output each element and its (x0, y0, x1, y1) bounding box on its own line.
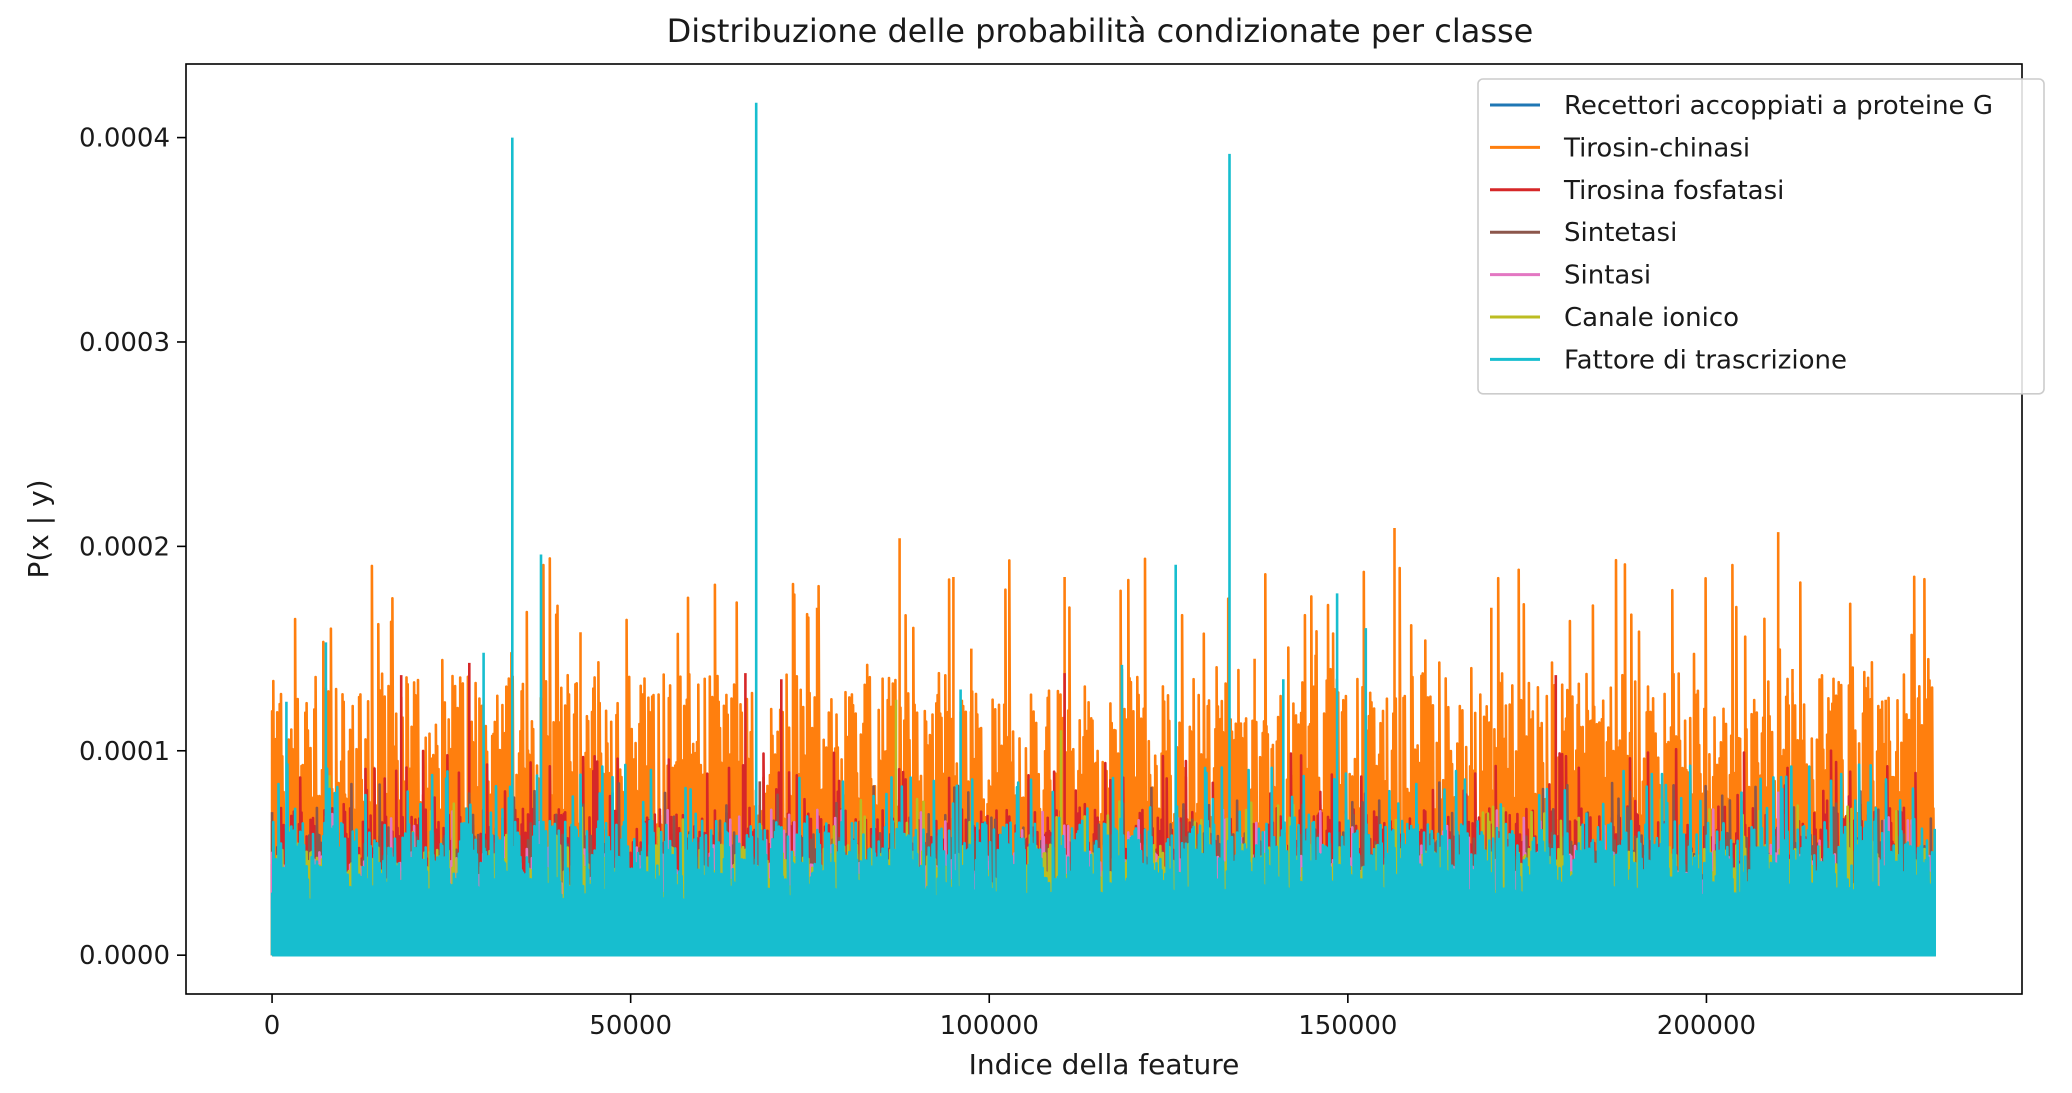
legend-label: Tirosin-chinasi (1563, 133, 1750, 163)
chart-title: Distribuzione delle probabilità condizio… (667, 12, 1534, 50)
series-lines (270, 102, 1936, 957)
y-tick-label: 0.0000 (79, 941, 170, 971)
x-tick-label: 0 (264, 1011, 281, 1041)
y-tick-label: 0.0001 (79, 737, 170, 767)
legend-box (1477, 78, 2045, 395)
y-tick-label: 0.0002 (79, 532, 170, 562)
x-axis-label: Indice della feature (969, 1048, 1240, 1081)
x-tick-label: 50000 (589, 1011, 672, 1041)
x-tick-label: 100000 (940, 1011, 1039, 1041)
plot-frame (185, 63, 2023, 995)
legend-label: Fattore di trascrizione (1564, 345, 1847, 375)
x-tick-label: 200000 (1657, 1011, 1756, 1041)
y-tick-label: 0.0004 (79, 124, 170, 154)
legend: Recettori accoppiati a proteine G Tirosin… (1477, 78, 2045, 395)
x-tick-label: 150000 (1298, 1011, 1397, 1041)
legend-label: Recettori accoppiati a proteine G (1564, 91, 1993, 121)
series-line-7 (270, 102, 1936, 957)
legend-label: Tirosina fosfatasi (1563, 176, 1784, 206)
legend-label: Canale ionico (1564, 303, 1739, 333)
y-axis-label: P(x | y) (22, 479, 55, 578)
legend-label: Sintetasi (1564, 218, 1677, 248)
y-tick-label: 0.0003 (79, 328, 170, 358)
x-axis: 0 50000 100000 150000 200000 (264, 994, 1756, 1041)
y-axis: 0.0000 0.0001 0.0002 0.0003 0.0004 (79, 124, 186, 971)
legend-label: Sintasi (1564, 261, 1651, 291)
